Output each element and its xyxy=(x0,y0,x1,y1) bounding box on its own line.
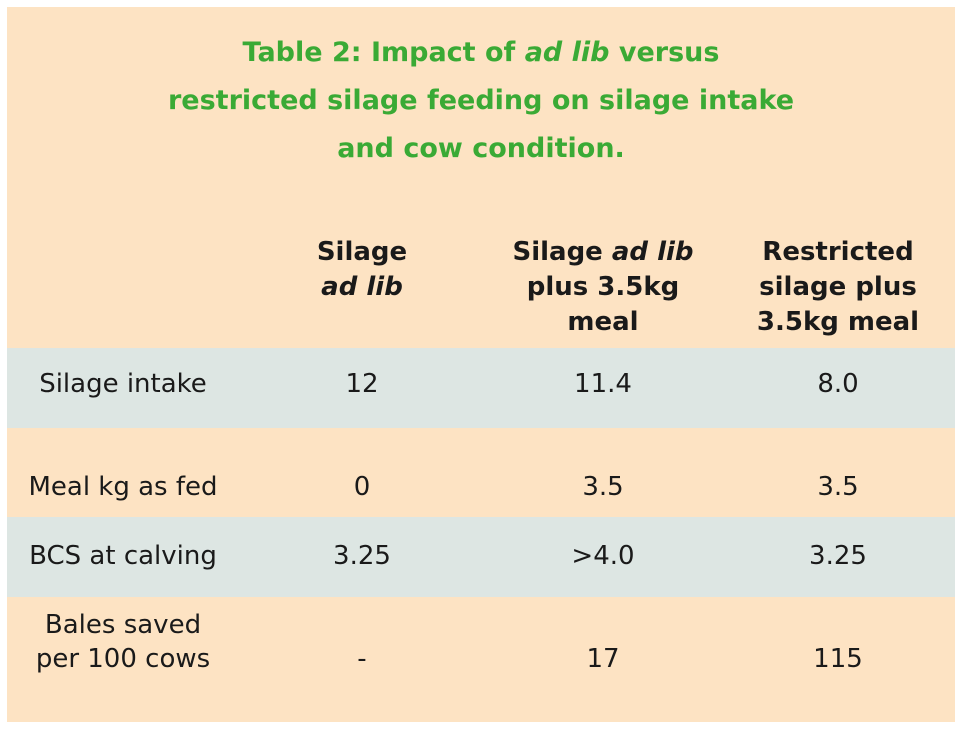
table-title: Table 2: Impact of ad lib versus restric… xyxy=(7,29,955,173)
table-cell: 3.25 xyxy=(809,541,867,571)
row-label-line1: Bales saved xyxy=(44,610,202,640)
col3-line2: silage plus xyxy=(759,272,917,302)
col2-line1-italic: ad lib xyxy=(611,237,694,267)
row-band-bcs xyxy=(7,517,955,597)
col3-line1: Restricted xyxy=(762,237,914,267)
row-label-line2: per 100 cows xyxy=(35,644,211,674)
table-cell: 3.5 xyxy=(817,472,859,502)
col2-line3: meal xyxy=(567,307,639,337)
table-panel: Table 2: Impact of ad lib versus restric… xyxy=(7,7,955,722)
title-line1-end: versus xyxy=(609,37,720,68)
row-label: BCS at calving xyxy=(29,541,217,571)
col1-line2: ad lib xyxy=(321,272,403,302)
title-line3: and cow condition. xyxy=(337,133,625,164)
column-header-silage-ad-lib-plus-meal: Silage ad lib plus 3.5kg meal xyxy=(485,235,721,340)
table-cell: 17 xyxy=(586,644,620,674)
table-cell: 0 xyxy=(353,472,371,502)
table-cell: 8.0 xyxy=(817,369,859,399)
table-cell: 115 xyxy=(813,644,863,674)
table-cell: 3.25 xyxy=(333,541,391,571)
title-line1-italic: ad lib xyxy=(524,37,610,68)
table-cell: - xyxy=(357,644,367,674)
table-cell: 3.5 xyxy=(582,472,624,502)
row-label: Silage intake xyxy=(39,369,207,399)
title-line1-text: Table 2: Impact of xyxy=(242,37,525,68)
col2-line2: plus 3.5kg xyxy=(526,272,680,302)
table-cell: 11.4 xyxy=(574,369,632,399)
column-header-restricted-silage: Restricted silage plus 3.5kg meal xyxy=(721,235,955,340)
table-cell: >4.0 xyxy=(571,541,635,571)
col1-line1: Silage xyxy=(316,237,408,267)
title-line2: restricted silage feeding on silage inta… xyxy=(167,85,795,116)
row-band-silage-intake xyxy=(7,348,955,428)
table-cell: 12 xyxy=(345,369,379,399)
col2-line1-text: Silage xyxy=(512,237,612,267)
row-label: Meal kg as fed xyxy=(28,472,218,502)
col3-line3: 3.5kg meal xyxy=(756,307,920,337)
column-header-silage-ad-lib: Silage ad lib xyxy=(239,235,485,305)
row-label: Bales saved per 100 cows xyxy=(7,608,239,676)
